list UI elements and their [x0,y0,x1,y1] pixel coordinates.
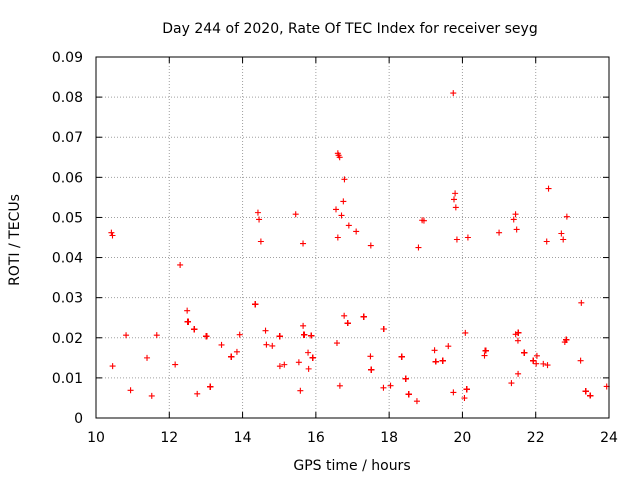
data-point [297,388,303,394]
data-point [540,361,546,367]
data-point [172,362,178,368]
data-point [388,383,394,389]
data-point [305,350,311,356]
data-point [341,313,347,319]
data-point [219,342,225,348]
data-point [177,262,183,268]
data-point [461,395,467,401]
data-point [367,353,373,359]
data-point [337,383,343,389]
data-point [110,363,116,369]
data-point [578,358,584,364]
data-point [184,308,190,314]
data-point [334,340,340,346]
gridlines [96,57,609,418]
data-point [263,342,269,348]
data-point [414,398,420,404]
data-point [481,353,487,359]
data-point [508,380,514,386]
data-point [445,343,451,349]
data-point [263,328,269,334]
data-point [269,343,275,349]
data-point [144,355,150,361]
data-point [277,363,283,369]
data-point [281,362,287,368]
data-point [194,391,200,397]
data-point [534,353,540,359]
data-point [578,300,584,306]
data-point [515,371,521,377]
data-point [545,362,551,368]
data-point [128,387,134,393]
data-point [237,332,243,338]
data-point [533,361,539,367]
data-point [149,393,155,399]
data-point [380,385,386,391]
data-point [432,347,438,353]
data-point [300,323,306,329]
data-point [154,332,160,338]
data-point [306,366,312,372]
data-point [450,389,456,395]
data-point [234,349,240,355]
data-point [515,338,521,344]
data-point [462,330,468,336]
data-point [296,359,302,365]
